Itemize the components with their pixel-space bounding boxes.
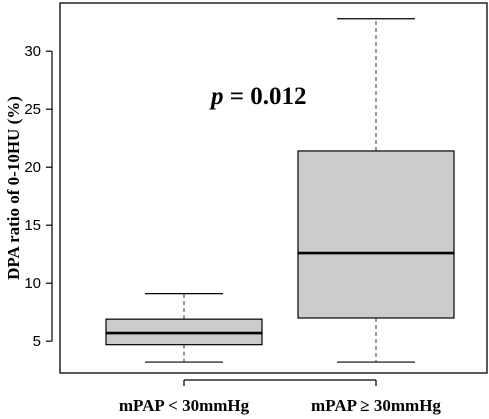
y-tick-label: 5 [33, 333, 41, 350]
y-tick-label: 10 [24, 275, 41, 292]
y-tick-label: 25 [24, 101, 41, 118]
plot-frame [59, 2, 488, 374]
y-axis: 5 10 15 20 25 30 [24, 43, 53, 350]
p-symbol: p [209, 83, 224, 110]
box-group [297, 18, 455, 363]
y-tick-label: 30 [24, 43, 41, 60]
y-axis-label: DPA ratio of 0-10HU (%) [4, 96, 23, 280]
p-value-annotation: p = 0.012 [209, 83, 307, 110]
x-category-label: mPAP ≥ 30mmHg [311, 396, 441, 415]
p-value-text: = 0.012 [224, 83, 307, 110]
iqr-box [297, 150, 455, 319]
x-axis: mPAP < 30mmHg mPAP ≥ 30mmHg [119, 379, 441, 415]
boxes [105, 18, 455, 363]
x-category-label: mPAP < 30mmHg [119, 396, 250, 415]
y-tick-label: 20 [24, 159, 41, 176]
y-tick-label: 15 [24, 217, 41, 234]
box-group [105, 293, 263, 363]
